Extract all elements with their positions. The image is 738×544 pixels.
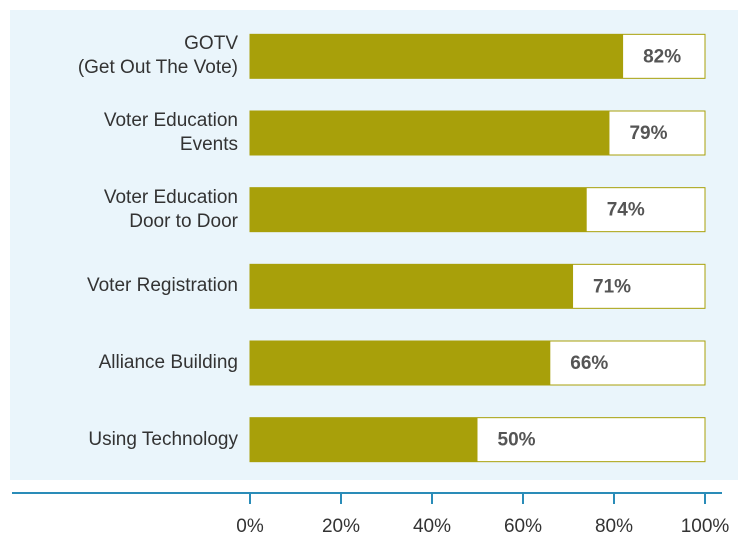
value-label: 82% [643, 46, 681, 67]
category-label: Voter Education Door to Door [103, 186, 238, 232]
category-label: Voter Education Events [103, 110, 238, 155]
bar [250, 34, 624, 79]
value-label: 74% [607, 200, 645, 221]
x-tick-label: 100% [681, 516, 730, 537]
category-label: Voter Registration [86, 275, 238, 297]
bar [250, 187, 587, 232]
bar [250, 341, 551, 385]
x-tick-label: 80% [595, 516, 633, 537]
value-label: 79% [629, 123, 667, 144]
x-tick-label: 0% [236, 516, 264, 537]
bar [250, 417, 478, 462]
category-label: Alliance Building [98, 352, 238, 373]
x-tick-label: 20% [322, 516, 360, 537]
value-label: 66% [570, 353, 608, 374]
bar [250, 111, 610, 155]
panel [10, 10, 738, 480]
bar [250, 264, 574, 309]
category-label: Using Technology [88, 428, 238, 450]
value-label: 50% [498, 430, 536, 451]
value-label: 71% [593, 276, 631, 297]
x-tick-label: 40% [413, 516, 451, 537]
x-tick-label: 60% [504, 516, 542, 537]
category-label: GOTV (Get Out The Vote) [77, 33, 238, 79]
